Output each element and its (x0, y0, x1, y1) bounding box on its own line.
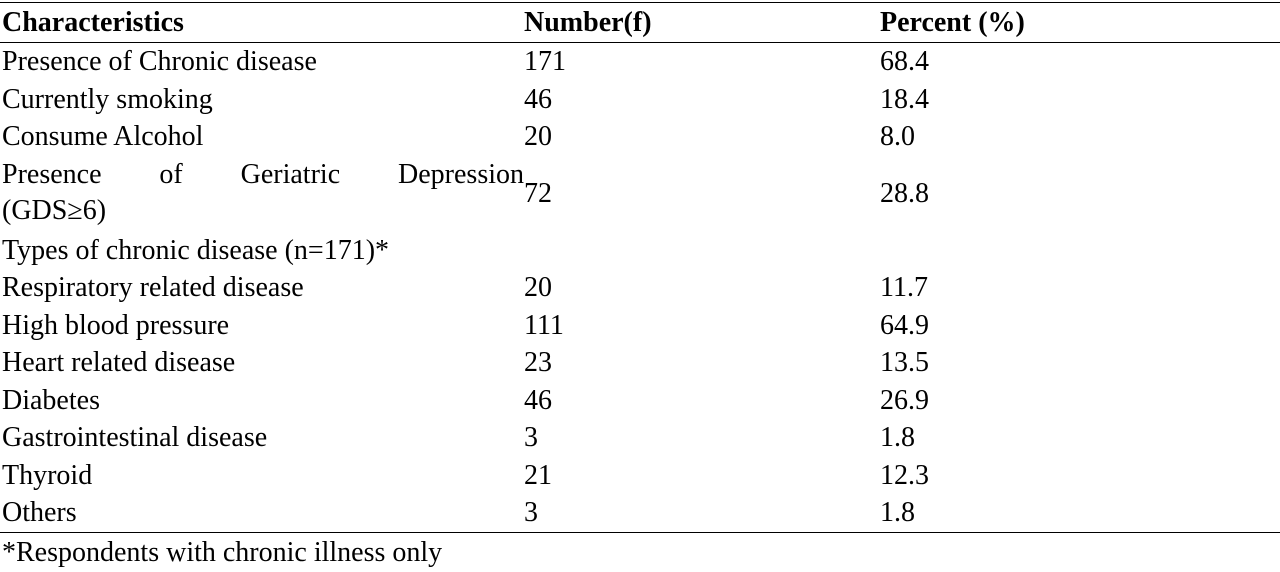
table-row-percent: 8.0 (880, 121, 915, 152)
table-row-percent: 64.9 (880, 310, 929, 341)
table-row-percent: 1.8 (880, 422, 915, 453)
footnote: *Respondents with chronic illness only (2, 537, 443, 568)
table-row-percent: 13.5 (880, 347, 929, 378)
table-row-number: 3 (524, 422, 538, 453)
label-word: Presence (2, 159, 102, 190)
table-row-label-line2: (GDS≥6) (2, 195, 107, 226)
table-row-number: 20 (524, 121, 552, 152)
table-row-label: Presence of Chronic disease (2, 46, 317, 77)
table-row-label: Gastrointestinal disease (2, 422, 268, 453)
table-row-percent: 11.7 (880, 272, 928, 303)
table-row-label: Heart related disease (2, 347, 236, 378)
header-characteristics: Characteristics (2, 7, 184, 38)
label-word: Geriatric (240, 159, 341, 190)
header-percent: Percent (%) (880, 7, 1025, 38)
table-row-number: 23 (524, 347, 552, 378)
table-row-percent: 26.9 (880, 385, 929, 416)
table-row-number: 21 (524, 460, 552, 491)
table-row-number: 72 (524, 178, 552, 209)
table-row-percent: 12.3 (880, 460, 929, 491)
table-row-number: 20 (524, 272, 552, 303)
table-row-percent: 18.4 (880, 84, 929, 115)
table-row-label: Others (2, 497, 77, 528)
table-row-number: 46 (524, 84, 552, 115)
label-word: Depression (398, 159, 524, 190)
table-row-number: 46 (524, 385, 552, 416)
table-row-label: Currently smoking (2, 84, 213, 115)
section-label: Types of chronic disease (n=171)* (2, 235, 390, 266)
table-row-number: 171 (524, 46, 566, 77)
header-rule (0, 42, 1280, 43)
table-top-rule (0, 2, 1280, 3)
table-row-label: Consume Alcohol (2, 121, 204, 152)
table-row-label-line1: Presence of Geriatric Depression (2, 156, 524, 193)
label-word: of (159, 159, 183, 190)
table-row-label: Diabetes (2, 385, 100, 416)
header-number: Number(f) (524, 7, 652, 38)
table-row-label: Respiratory related disease (2, 272, 304, 303)
table-row-number: 3 (524, 497, 538, 528)
table-bottom-rule (0, 532, 1280, 533)
table-row-label: Thyroid (2, 460, 93, 491)
table-row-number: 111 (524, 310, 564, 341)
table-row-percent: 1.8 (880, 497, 915, 528)
table-row-label: High blood pressure (2, 310, 230, 341)
table-row-percent: 68.4 (880, 46, 929, 77)
table-row-percent: 28.8 (880, 178, 929, 209)
